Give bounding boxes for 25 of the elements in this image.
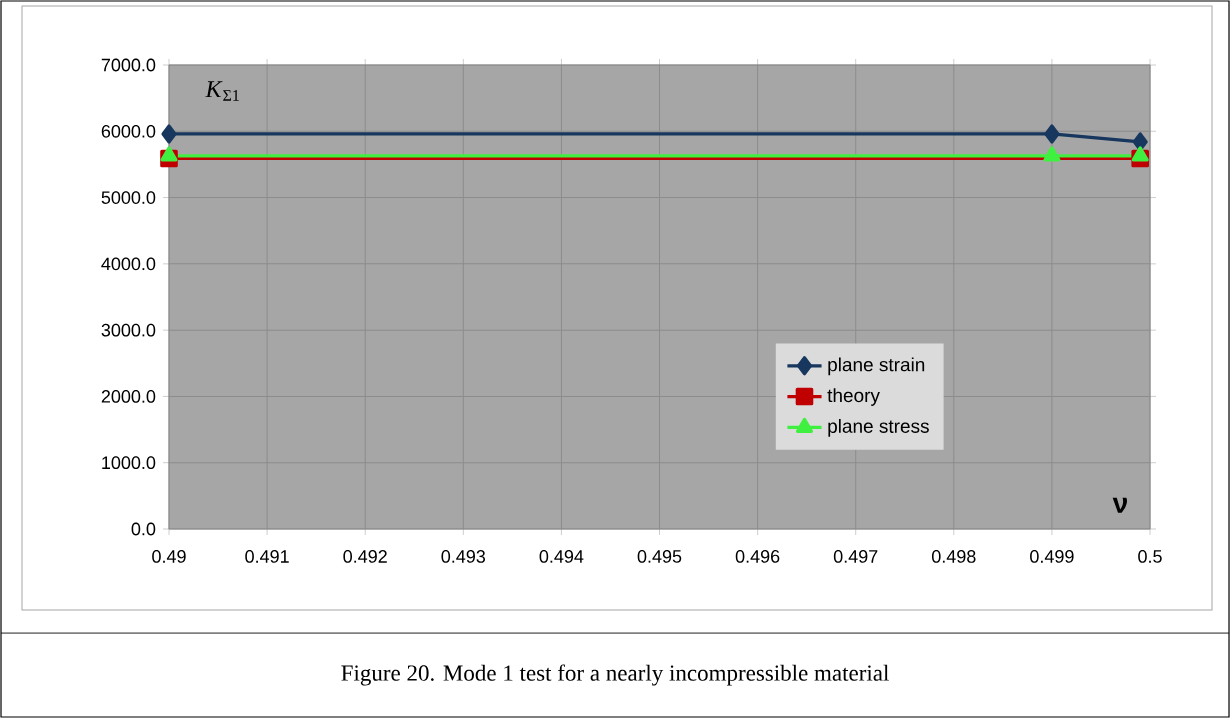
x-tick-label: 0.5 — [1138, 550, 1162, 563]
legend-label: plane stress — [828, 418, 929, 437]
y-tick-label: 6000.0 — [101, 124, 156, 138]
y-axis-title: K$_{Σ1}$ — [205, 81, 239, 101]
x-tick-label: 0.495 — [637, 550, 682, 563]
x-tick-label: 0.497 — [833, 550, 878, 563]
y-tick-label: 1000.0 — [102, 456, 156, 470]
y-tick-label: 7000.0 — [101, 58, 156, 72]
x-tick-label: 0.493 — [441, 550, 486, 563]
x-tick-label: 0.494 — [539, 550, 584, 563]
caption: Figure 20. Mode 1 test for a nearly incompressible material — [341, 664, 889, 686]
x-tick-label: 0.491 — [245, 550, 289, 563]
legend-label: theory — [827, 388, 880, 406]
y-tick-label: 3000.0 — [101, 323, 156, 337]
x-tick-label: 0.496 — [735, 550, 780, 563]
x-tick-label: 0.498 — [931, 550, 976, 563]
y-tick-label: 5000.0 — [101, 191, 156, 204]
y-tick-label: 4000.0 — [101, 257, 156, 271]
y-tick-label: 0.0 — [131, 522, 156, 536]
x-axis-title: ν — [1112, 497, 1127, 513]
y-tick-label: 2000.0 — [101, 390, 156, 403]
legend-label: plane strain — [828, 357, 925, 376]
x-tick-label: 0.499 — [1030, 550, 1074, 563]
x-tick-label: 0.492 — [343, 550, 387, 563]
x-tick-label: 0.49 — [152, 550, 186, 563]
